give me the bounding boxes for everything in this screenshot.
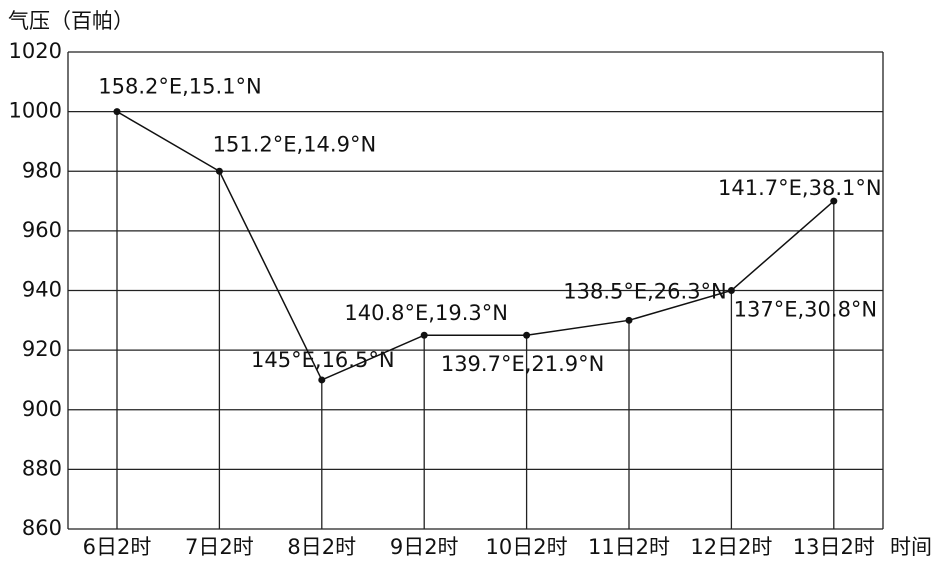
y-tick-label: 1020: [9, 39, 62, 63]
point: [625, 316, 633, 324]
point: [420, 331, 428, 339]
x-tick-label: 10日2时: [486, 535, 568, 559]
y-tick-label: 940: [22, 278, 62, 302]
point-label: 145°E,16.5°N: [251, 348, 395, 372]
point: [113, 108, 121, 116]
point: [523, 331, 531, 339]
point: [727, 287, 735, 294]
y-tick-label: 980: [22, 158, 62, 182]
point-label: 137°E,30.8°N: [734, 298, 878, 322]
x-tick-label: 12日2时: [690, 535, 772, 559]
point-label: 158.2°E,15.1°N: [98, 75, 262, 99]
y-tick-label: 960: [22, 218, 62, 242]
point: [830, 197, 838, 205]
x-tick-label: 8日2时: [287, 535, 356, 559]
y-tick-label: 880: [22, 456, 62, 480]
y-tick-label: 920: [22, 337, 62, 361]
y-tick-label: 900: [22, 397, 62, 421]
point-label: 151.2°E,14.9°N: [213, 132, 377, 156]
x-tick-label: 13日2时: [793, 535, 875, 559]
y-tick-label: 1000: [9, 99, 62, 123]
x-axis-label: 时间: [890, 535, 932, 559]
x-tick-label: 11日2时: [588, 535, 670, 559]
point-label: 138.5°E,26.3°N: [563, 279, 727, 303]
x-tick-label: 6日2时: [83, 535, 152, 559]
point: [215, 167, 223, 175]
point-label: 139.7°E,21.9°N: [441, 352, 605, 376]
point: [318, 376, 326, 384]
point-label: 141.7°E,38.1°N: [718, 176, 882, 200]
x-tick-label: 7日2时: [185, 535, 254, 559]
point-label: 140.8°E,19.3°N: [344, 301, 508, 325]
line: [116, 110, 835, 381]
y-tick-label: 860: [22, 516, 62, 540]
y-axis-label: 气压（百帕）: [8, 9, 134, 33]
x-tick-label: 9日2时: [390, 535, 459, 559]
